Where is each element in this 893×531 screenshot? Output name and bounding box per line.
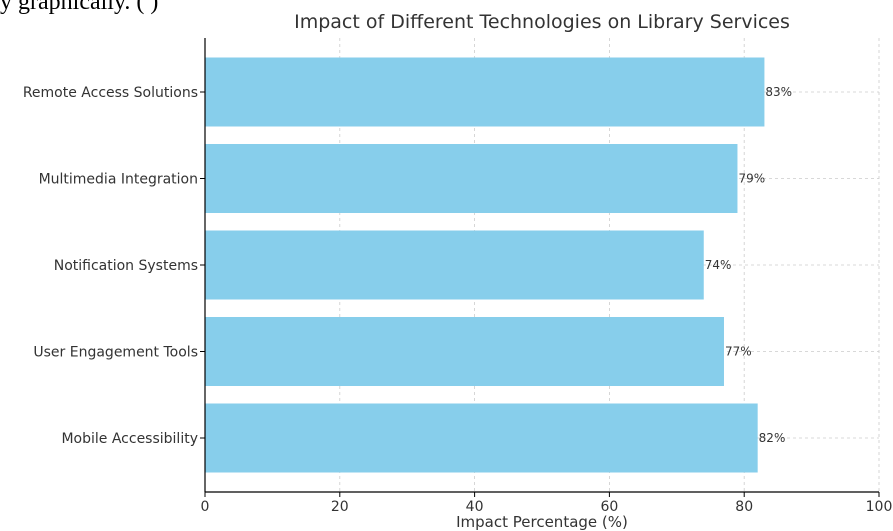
y-tick-label: Notification Systems [54, 258, 198, 274]
tick-labels: 0 20 40 60 80 100 Remote Access Solutions Multi… [23, 85, 893, 515]
data-label: 82% [759, 431, 786, 445]
y-tick-label: Mobile Accessibility [61, 431, 198, 447]
bar [205, 144, 738, 213]
y-tick-label: User Engagement Tools [33, 345, 198, 361]
y-tick-label: Remote Access Solutions [23, 85, 198, 101]
bar [205, 403, 758, 473]
x-tick-label: 80 [735, 499, 753, 515]
bars [205, 57, 765, 473]
data-label: 74% [705, 258, 732, 272]
chart-title: Impact of Different Technologies on Libr… [294, 11, 790, 33]
cropped-caption-text: y graphically. ( ) [0, 0, 159, 15]
bar [205, 317, 724, 386]
y-tick-label: Multimedia Integration [39, 172, 198, 188]
x-tick-label: 40 [466, 499, 484, 515]
data-labels: 83% 79% 74% 77% 82% [705, 85, 792, 445]
x-tick-label: 20 [331, 499, 349, 515]
x-tick-label: 100 [866, 499, 893, 515]
data-label: 83% [765, 85, 792, 99]
x-axis-title: Impact Percentage (%) [456, 513, 628, 531]
x-tick-label: 0 [201, 499, 210, 515]
x-tick-label: 60 [600, 499, 618, 515]
bar [205, 57, 765, 127]
bar [205, 230, 704, 300]
data-label: 77% [725, 345, 752, 359]
data-label: 79% [738, 172, 765, 186]
